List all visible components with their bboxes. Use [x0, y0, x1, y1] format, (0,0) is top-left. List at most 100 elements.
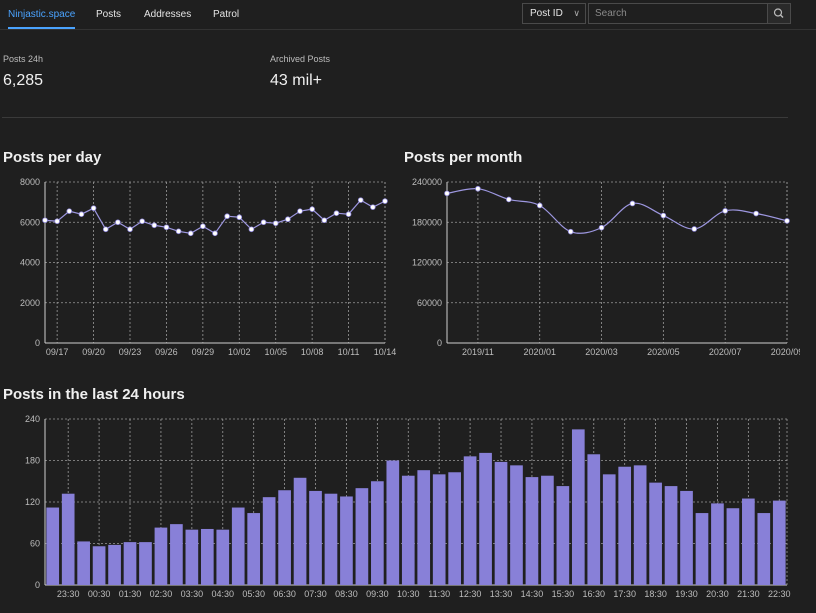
- bar: [309, 490, 322, 585]
- data-point: [200, 223, 206, 230]
- data-point: [297, 208, 303, 214]
- x-tick-label: 10/05: [264, 347, 287, 357]
- bar: [757, 513, 771, 585]
- x-tick-label: 20:30: [706, 589, 729, 599]
- bar: [371, 481, 384, 585]
- data-point: [475, 185, 481, 192]
- bar: [355, 488, 369, 585]
- y-tick-label: 8000: [20, 177, 40, 187]
- bar: [200, 528, 214, 585]
- data-point: [66, 208, 73, 214]
- y-tick-label: 6000: [20, 217, 40, 227]
- x-tick-label: 13:30: [490, 589, 513, 599]
- series-line: [44, 199, 386, 235]
- x-tick-label: 10/02: [228, 347, 251, 357]
- data-point: [629, 200, 636, 207]
- nav-item-posts[interactable]: Posts: [96, 9, 122, 20]
- chevron-down-icon: ∨: [573, 8, 580, 18]
- bar: [262, 497, 276, 585]
- data-point: [54, 218, 60, 225]
- x-tick-label: 17:30: [613, 589, 636, 599]
- y-tick-label: 180000: [412, 217, 442, 227]
- bar: [633, 465, 647, 585]
- bar: [293, 477, 307, 585]
- x-tick-label: 10/11: [338, 347, 360, 357]
- data-point: [212, 230, 218, 237]
- data-point: [357, 197, 364, 203]
- x-tick-label: 08:30: [335, 589, 358, 599]
- data-point: [115, 219, 121, 226]
- x-tick-label: 19:30: [675, 589, 698, 599]
- y-tick-label: 0: [437, 338, 442, 348]
- data-point: [163, 224, 170, 231]
- data-point: [175, 228, 182, 235]
- x-tick-label: 01:30: [119, 589, 142, 599]
- bar: [139, 542, 152, 585]
- nav-item-patrol[interactable]: Patrol: [213, 9, 240, 20]
- posts-last-24h-chart: 0 60 120 180 240 23:30 00:30 01:30 02:30 03:30 04:…: [25, 414, 791, 599]
- data-point: [309, 206, 315, 212]
- nav-item-addresses[interactable]: Addresses: [144, 9, 192, 20]
- archived-posts-value: 43 mil+: [270, 72, 323, 89]
- bar: [231, 507, 245, 585]
- bar: [525, 477, 539, 585]
- data-point: [382, 198, 388, 204]
- data-point: [236, 214, 243, 221]
- data-point: [345, 211, 352, 217]
- x-tick-label: 03:30: [181, 589, 204, 599]
- nav-brand-link[interactable]: Ninjastic.space: [8, 0, 76, 29]
- posts-per-day-title: Posts per day: [3, 149, 102, 166]
- data-point: [102, 226, 109, 233]
- y-tick-label: 180: [25, 456, 40, 466]
- bar: [571, 429, 585, 585]
- y-tick-label: 60: [30, 539, 40, 549]
- x-tick-label: 2020/09: [771, 347, 800, 357]
- x-tick-label: 10:30: [397, 589, 420, 599]
- data-point: [536, 202, 543, 209]
- x-tick-label: 14:30: [521, 589, 544, 599]
- x-tick-label: 22:30: [768, 589, 791, 599]
- bar: [77, 541, 90, 585]
- search-button[interactable]: [767, 3, 791, 24]
- bar: [541, 475, 554, 585]
- data-point: [260, 219, 267, 226]
- data-point: [333, 210, 340, 216]
- x-tick-label: 16:30: [583, 589, 606, 599]
- section-divider: [2, 117, 788, 118]
- x-tick-label: 2020/05: [647, 347, 680, 357]
- x-tick-label: 07:30: [304, 589, 327, 599]
- bar: [618, 466, 632, 585]
- search-type-select[interactable]: Post ID ∨: [522, 3, 586, 24]
- posts-24h-value: 6,285: [3, 72, 44, 89]
- data-point: [753, 210, 759, 217]
- y-tick-label: 240: [25, 414, 40, 424]
- posts-per-month-chart: 0 60000 120000 180000 240000 2019/11 2020/01 20…: [412, 177, 800, 357]
- bar: [587, 454, 601, 585]
- data-point: [272, 220, 279, 227]
- data-point: [90, 205, 97, 211]
- data-point: [139, 218, 145, 225]
- bar: [664, 486, 678, 585]
- data-point: [444, 190, 450, 197]
- bar: [278, 490, 291, 585]
- posts-per-month-title: Posts per month: [404, 149, 523, 166]
- x-tick-label: 02:30: [150, 589, 173, 599]
- bar: [510, 465, 523, 585]
- data-point: [722, 208, 728, 214]
- x-tick-label: 18:30: [644, 589, 667, 599]
- x-tick-label: 2020/03: [585, 347, 618, 357]
- x-tick-label: 09/29: [192, 347, 215, 357]
- bar: [386, 460, 400, 585]
- posts-last-24h-title: Posts in the last 24 hours: [3, 386, 185, 403]
- search-input[interactable]: [588, 3, 768, 24]
- bar: [324, 493, 338, 585]
- data-point: [224, 213, 230, 220]
- x-tick-label: 2020/07: [709, 347, 742, 357]
- bar: [695, 513, 709, 585]
- search-type-value: Post ID: [530, 8, 563, 19]
- data-point: [691, 226, 698, 232]
- x-tick-label: 2019/11: [462, 347, 494, 357]
- x-tick-label: 09/26: [155, 347, 178, 357]
- bar: [742, 498, 755, 585]
- data-point: [78, 211, 85, 217]
